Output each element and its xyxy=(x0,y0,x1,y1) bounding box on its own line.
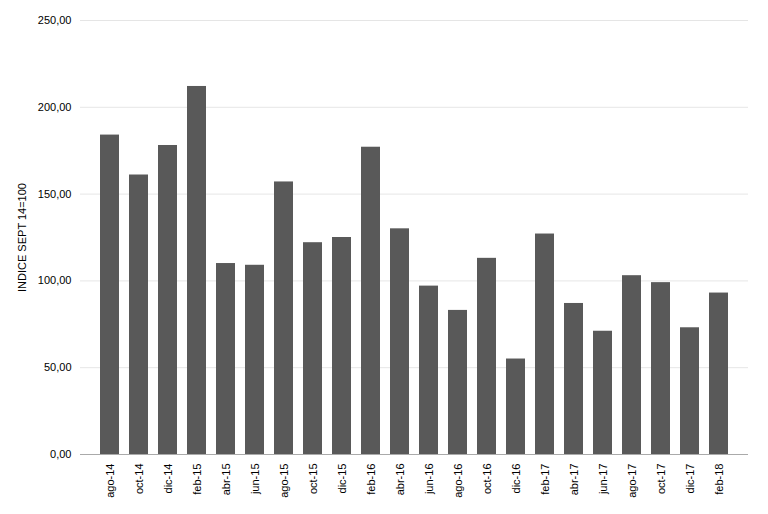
svg-text:feb-16: feb-16 xyxy=(365,464,377,495)
svg-text:200,00: 200,00 xyxy=(38,101,72,113)
svg-text:0,00: 0,00 xyxy=(50,448,71,460)
svg-text:jun-16: jun-16 xyxy=(423,464,435,496)
svg-text:ago-17: ago-17 xyxy=(626,464,638,498)
svg-text:250,00: 250,00 xyxy=(38,14,72,26)
svg-text:dic-16: dic-16 xyxy=(510,464,522,494)
svg-text:abr-16: abr-16 xyxy=(394,464,406,496)
svg-text:ago-16: ago-16 xyxy=(452,464,464,498)
svg-text:dic-17: dic-17 xyxy=(684,464,696,494)
svg-text:ago-15: ago-15 xyxy=(278,464,290,498)
svg-text:abr-15: abr-15 xyxy=(220,464,232,496)
svg-text:dic-14: dic-14 xyxy=(162,464,174,494)
svg-text:oct-16: oct-16 xyxy=(481,464,493,495)
svg-text:oct-14: oct-14 xyxy=(133,464,145,495)
svg-text:feb-18: feb-18 xyxy=(713,464,725,495)
svg-text:jun-15: jun-15 xyxy=(249,464,261,496)
svg-text:ago-14: ago-14 xyxy=(104,464,116,498)
svg-text:feb-17: feb-17 xyxy=(539,464,551,495)
svg-text:150,00: 150,00 xyxy=(38,188,72,200)
svg-text:100,00: 100,00 xyxy=(38,274,72,286)
svg-text:feb-15: feb-15 xyxy=(191,464,203,495)
svg-text:oct-17: oct-17 xyxy=(655,464,667,495)
svg-text:jun-17: jun-17 xyxy=(597,464,609,496)
svg-text:abr-17: abr-17 xyxy=(568,464,580,496)
svg-text:50,00: 50,00 xyxy=(44,361,72,373)
svg-text:INDICE SEPT 14=100: INDICE SEPT 14=100 xyxy=(16,183,28,292)
svg-text:dic-15: dic-15 xyxy=(336,464,348,494)
svg-text:oct-15: oct-15 xyxy=(307,464,319,495)
